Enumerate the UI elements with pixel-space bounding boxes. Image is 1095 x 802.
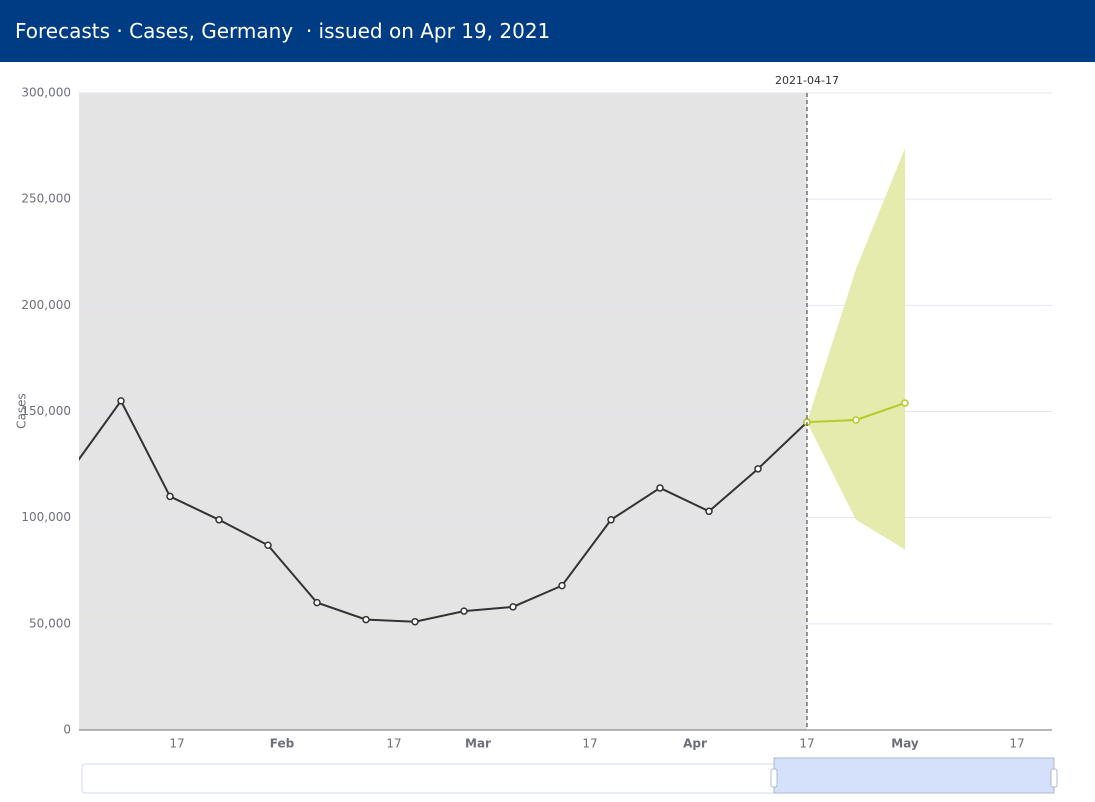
y-tick-label: 300,000	[21, 86, 71, 100]
data-point	[460, 607, 468, 615]
x-tick-label: 17	[169, 737, 184, 751]
series-line	[79, 398, 808, 623]
y-axis-label: Cases	[15, 393, 29, 429]
y-tick-label: 250,000	[21, 192, 71, 206]
x-tick-label: 17	[1009, 737, 1024, 751]
header-title: Forecasts · Cases, Germany · issued on A…	[15, 19, 551, 43]
header: Forecasts · Cases, Germany · issued on A…	[0, 0, 1095, 62]
data-point	[705, 507, 713, 516]
data-point	[362, 615, 370, 624]
x-tick-label: 17	[386, 737, 401, 751]
data-point	[607, 516, 615, 524]
data-point	[117, 397, 125, 405]
data-point	[852, 416, 860, 424]
y-tick-label: 200,000	[21, 298, 71, 312]
data-point	[558, 581, 566, 590]
zoom-window[interactable]	[773, 757, 1055, 794]
y-tick-label: 150,000	[21, 404, 71, 418]
data-point	[656, 484, 664, 492]
data-point	[215, 516, 223, 524]
x-tick-label: Mar	[465, 737, 491, 751]
data-point	[313, 598, 321, 607]
data-point	[901, 399, 909, 407]
y-tick-label: 100,000	[21, 510, 71, 524]
y-tick-label: 50,000	[29, 616, 71, 630]
x-tick-label: 17	[582, 737, 597, 751]
data-point	[509, 603, 517, 611]
zoom-handle[interactable]	[770, 768, 778, 788]
data-zoom[interactable]	[81, 757, 1058, 794]
data-point	[69, 466, 75, 472]
x-tick-label: May	[891, 737, 919, 751]
data-point	[166, 492, 174, 501]
zoom-handle[interactable]	[1050, 768, 1058, 788]
chart: Cases 0 50,000 100,000 150,000 200,000 250,00…	[15, 74, 1058, 794]
data-point	[264, 541, 272, 550]
issue-marker-label: 2021-04-17	[775, 74, 839, 87]
data-point	[754, 465, 762, 473]
forecast-band	[807, 148, 905, 550]
x-tick-label: Feb	[270, 737, 295, 751]
data-point	[411, 617, 419, 626]
x-tick-label: 17	[799, 737, 814, 751]
y-tick-label: 0	[63, 723, 71, 737]
x-tick-label: Apr	[683, 737, 707, 751]
